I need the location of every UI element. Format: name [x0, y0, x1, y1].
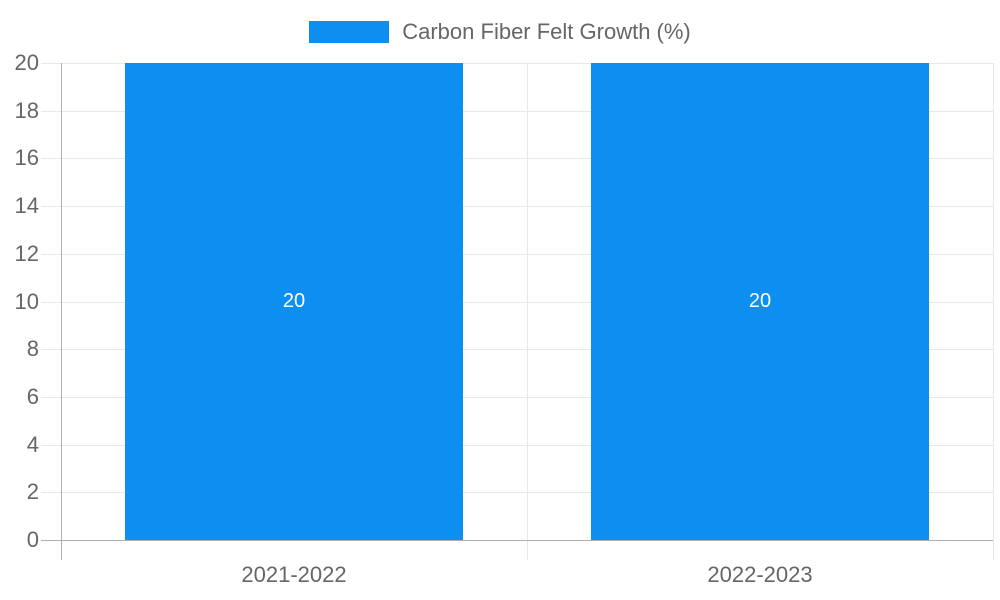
- gridline-vertical: [527, 63, 528, 560]
- y-tick-label: 0: [26, 527, 39, 552]
- x-tick-label: 2022-2023: [707, 562, 813, 587]
- y-tick-label: 14: [14, 193, 39, 218]
- legend-swatch: [309, 21, 390, 43]
- bar[interactable]: 20: [591, 63, 929, 540]
- y-tick-label: 6: [26, 384, 39, 409]
- bar-value-label: 20: [282, 289, 306, 312]
- x-tick-label: 2021-2022: [241, 562, 347, 587]
- gridline-horizontal: [41, 63, 993, 64]
- bar[interactable]: 20: [125, 63, 463, 540]
- bar-value-label: 20: [748, 289, 772, 312]
- y-tick-label: 12: [14, 241, 39, 266]
- gridline-horizontal: [41, 254, 993, 255]
- y-tick-label: 20: [14, 50, 39, 75]
- y-tick-label: 2: [26, 479, 39, 504]
- gridline-horizontal: [41, 445, 993, 446]
- y-tick-label: 4: [26, 432, 39, 457]
- legend-label: Carbon Fiber Felt Growth (%): [402, 19, 691, 44]
- y-tick-label: 18: [14, 98, 39, 123]
- gridline-horizontal: [41, 349, 993, 350]
- y-tick-label: 8: [26, 336, 39, 361]
- gridline-horizontal: [41, 111, 993, 112]
- gridline-horizontal: [41, 397, 993, 398]
- legend-item[interactable]: Carbon Fiber Felt Growth (%): [309, 18, 691, 46]
- y-tick-label: 10: [14, 289, 39, 314]
- chart-legend: Carbon Fiber Felt Growth (%): [0, 18, 1000, 46]
- gridline-horizontal: [41, 206, 993, 207]
- x-axis-baseline: [41, 540, 993, 541]
- y-axis-line: [61, 63, 62, 560]
- gridline-vertical: [993, 63, 994, 560]
- gridline-horizontal: [41, 302, 993, 303]
- gridline-horizontal: [41, 492, 993, 493]
- y-tick-label: 16: [14, 145, 39, 170]
- gridline-horizontal: [41, 158, 993, 159]
